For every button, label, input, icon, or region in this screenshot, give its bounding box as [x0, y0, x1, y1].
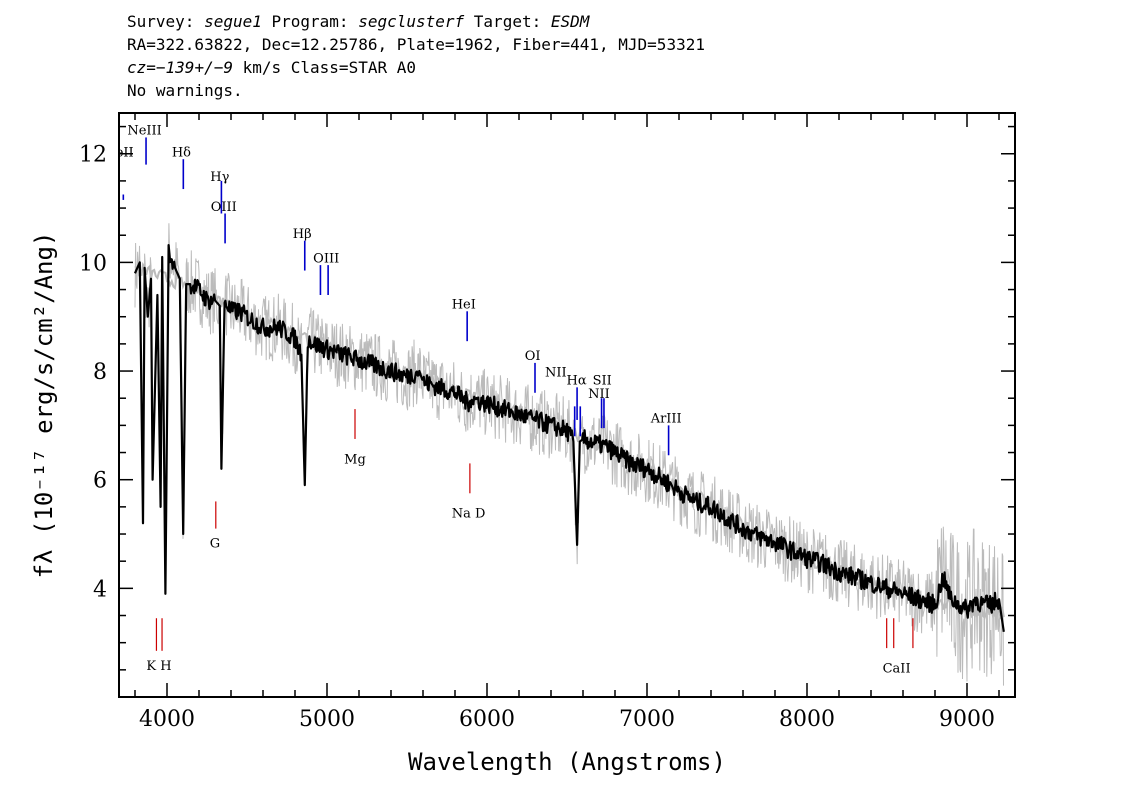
y-tick-label: 10 [79, 251, 107, 276]
spectral-line-label: NeII [104, 145, 133, 160]
spectral-line-label: NeIII [127, 124, 161, 139]
spectral-line-label: Hγ [210, 170, 229, 185]
spectrum-header: Survey: segue1 Program: segclusterf Targ… [127, 10, 705, 102]
spectral-line-label: Mg [344, 452, 366, 467]
cz-value: −139+/−9 [155, 58, 233, 77]
noise-series-line [134, 223, 1004, 686]
program-label: Program: [261, 12, 359, 31]
header-line-1: Survey: segue1 Program: segclusterf Targ… [127, 10, 705, 33]
y-tick-label: 6 [93, 469, 107, 494]
spectral-line-label: K H [146, 659, 171, 674]
spectral-line-label: Na D [452, 507, 486, 522]
plot-frame [118, 112, 1016, 698]
spectral-line-label: OIII [211, 200, 237, 215]
x-tick-label: 7000 [619, 707, 675, 732]
survey-label: Survey: [127, 12, 205, 31]
spectral-line-label: NII [545, 365, 567, 380]
flux-series-line [133, 244, 1005, 632]
y-axis-label: fλ (10⁻¹⁷ erg/s/cm²/Ang) [30, 232, 58, 579]
spectral-line-label: ArIII [650, 412, 682, 427]
x-tick-label: 5000 [299, 707, 355, 732]
spectral-line-label: Hδ [172, 145, 191, 160]
axis-ticks: 4000 5000 6000 7000 8000 9000 4 6 8 10 12 [79, 113, 1015, 732]
spectral-line-label: Hβ [293, 227, 312, 242]
x-tick-label: 9000 [939, 707, 995, 732]
spectral-line-label: HeI [452, 298, 476, 313]
y-tick-label: 8 [93, 360, 107, 385]
x-tick-label: 8000 [779, 707, 835, 732]
target-label: Target: [464, 12, 551, 31]
spectral-line-label: OI [525, 349, 541, 364]
spectral-line-label: NII [588, 387, 610, 402]
target-value: ESDM [550, 12, 590, 31]
x-tick-label: 4000 [139, 707, 195, 732]
header-line-3: cz=−139+/−9 km/s Class=STAR A0 [127, 56, 705, 79]
cz-label: cz= [127, 58, 156, 77]
spectral-line-label: G [210, 537, 220, 552]
survey-value: segue1 [204, 12, 262, 31]
spectral-line-label: CaII [883, 662, 911, 677]
header-line-2: RA=322.63822, Dec=12.25786, Plate=1962, … [127, 35, 705, 54]
y-tick-label: 12 [79, 143, 107, 168]
program-value: segclusterf [358, 12, 465, 31]
spectral-line-label: SII [593, 374, 612, 389]
class-text: km/s Class=STAR A0 [232, 58, 416, 77]
x-axis-label: Wavelength (Angstroms) [408, 748, 726, 776]
spectral-line-label: Hα [567, 374, 587, 389]
spectral-line-label: OIII [313, 251, 339, 266]
y-tick-label: 4 [93, 577, 107, 602]
header-line-4: No warnings. [127, 81, 243, 100]
x-tick-label: 6000 [459, 707, 515, 732]
